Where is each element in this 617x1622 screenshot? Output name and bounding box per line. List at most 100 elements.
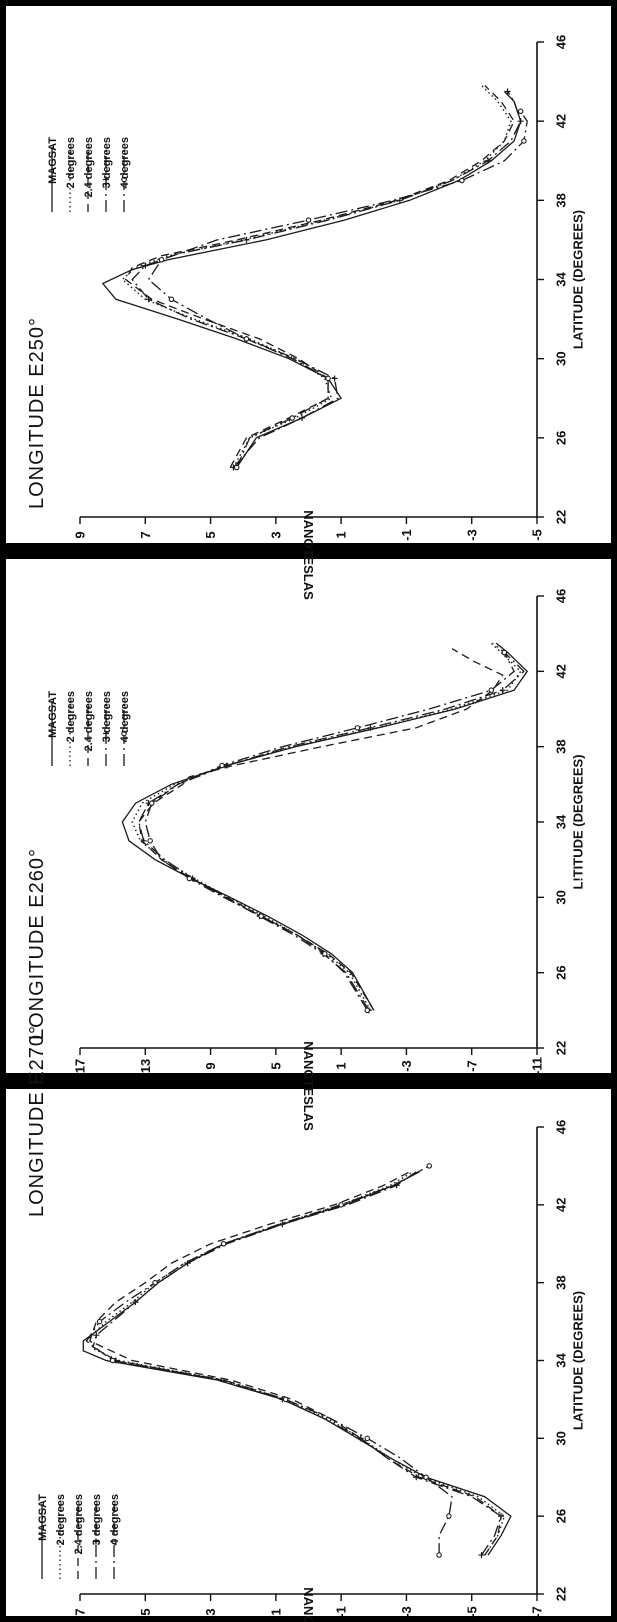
series-point <box>331 375 338 382</box>
legend-label: 2 degrees <box>55 1494 67 1545</box>
y-tick-label: -3 <box>399 1606 414 1618</box>
series-point <box>357 1435 364 1442</box>
series-point <box>504 88 511 95</box>
legend-label: MAGSAT <box>47 137 59 184</box>
x-tick-label: 38 <box>554 193 569 207</box>
series-point <box>289 415 295 421</box>
y-tick-label: 5 <box>268 1062 283 1069</box>
x-tick-label: 30 <box>554 1431 569 1445</box>
series-point <box>354 725 361 731</box>
y-axis-title: NANOTESLAS <box>301 1041 316 1131</box>
series-point <box>436 1552 442 1558</box>
series-point <box>258 913 264 919</box>
legend-label: MAGSAT <box>37 1494 49 1541</box>
x-tick-label: 38 <box>554 739 569 753</box>
series-point <box>298 415 305 422</box>
y-tick-label: 9 <box>203 1062 218 1069</box>
x-tick-label: 26 <box>554 1509 569 1523</box>
x-tick-label: 34 <box>554 1353 569 1368</box>
y-tick-label: 13 <box>138 1059 153 1073</box>
series-point <box>219 762 225 769</box>
series-point <box>140 837 147 844</box>
legend-label: 3 degrees <box>91 1494 103 1545</box>
series-point <box>109 1357 116 1364</box>
y-tick-label: 3 <box>203 1608 218 1615</box>
series-point <box>446 1513 452 1519</box>
x-tick-label: 46 <box>554 1120 569 1134</box>
x-tick-label: 46 <box>554 35 569 49</box>
y-tick-label: 7 <box>73 1608 88 1615</box>
y-tick-label: 3 <box>268 531 283 538</box>
x-axis-title: L!TITUDE (DEGREES) <box>571 754 586 889</box>
legend-label: 3 degrees <box>101 691 113 742</box>
series-point <box>168 296 175 303</box>
series-line-3 <box>92 1171 502 1556</box>
x-tick-label: 26 <box>554 965 569 979</box>
legend-label: 2.4 degrees <box>83 137 95 198</box>
series-point <box>517 118 524 125</box>
x-tick-label: 42 <box>554 1198 569 1212</box>
series-line-0 <box>121 642 529 1011</box>
legend-label: 2.4 degrees <box>73 1494 85 1555</box>
series-point <box>499 687 506 694</box>
y-tick-label: 5 <box>138 1608 153 1615</box>
legend-marker <box>121 176 127 183</box>
series-point <box>325 375 331 382</box>
y-tick-label: 7 <box>138 531 153 538</box>
series-point <box>488 687 495 693</box>
panel-separator-1 <box>3 543 614 559</box>
x-tick-label: 34 <box>554 272 569 287</box>
legend-marker <box>93 1538 99 1545</box>
y-tick-label: -11 <box>530 1057 545 1075</box>
series-point <box>498 1513 505 1520</box>
chart-panel-e250: 22 26 30 34 38 42 46 -5 -3 -1 1 3 5 7 9 LATITUDE (DEGRE… <box>26 35 586 600</box>
legend-label: 4 degrees <box>119 137 131 188</box>
x-tick-label: 38 <box>554 1275 569 1289</box>
legend-label: 2 degrees <box>65 137 77 188</box>
series-point <box>152 1279 158 1286</box>
x-tick-label: 42 <box>554 114 569 128</box>
y-tick-label: 1 <box>334 1062 349 1069</box>
series-point <box>220 1241 227 1247</box>
y-tick-label: -3 <box>399 1060 414 1072</box>
legend-label: MAGSAT <box>47 691 59 738</box>
legend-label: 3 degrees <box>101 137 113 188</box>
series-line-4 <box>85 1165 453 1556</box>
x-axis-title: LATITUDE (DEGREES) <box>571 1291 586 1430</box>
series-point <box>501 649 508 656</box>
series-point <box>158 256 165 263</box>
series-point <box>186 875 193 882</box>
series-point <box>423 1474 429 1481</box>
y-tick-label: -3 <box>464 529 479 541</box>
series-point <box>93 1332 100 1339</box>
x-tick-label: 42 <box>554 664 569 678</box>
legend-marker <box>103 730 109 737</box>
series-point <box>142 262 149 269</box>
series-point <box>147 838 153 844</box>
y-tick-label: -7 <box>530 1606 545 1618</box>
legend-label: 2.4 degrees <box>83 691 95 752</box>
series-point <box>459 177 465 184</box>
x-tick-label: 22 <box>554 1587 569 1601</box>
series-point <box>338 1202 344 1208</box>
y-tick-label: -5 <box>464 1606 479 1618</box>
chart-title: LONGITUDE E270° <box>26 1025 48 1217</box>
x-tick-label: 22 <box>554 510 569 524</box>
series-line-3 <box>131 91 522 468</box>
x-tick-label: 30 <box>554 351 569 365</box>
series-point <box>233 464 240 471</box>
series-point <box>132 1299 139 1306</box>
series-point <box>243 236 250 243</box>
legend-marker <box>103 176 109 183</box>
series-line-1 <box>121 84 512 468</box>
chart-title: LONGITUDE E260° <box>26 848 48 1040</box>
panel-separator-2 <box>3 1073 614 1089</box>
y-tick-label: 5 <box>203 531 218 538</box>
series-point <box>243 336 250 342</box>
y-tick-label: 17 <box>73 1059 88 1073</box>
series-point <box>478 1552 485 1559</box>
series-point <box>364 1435 371 1442</box>
